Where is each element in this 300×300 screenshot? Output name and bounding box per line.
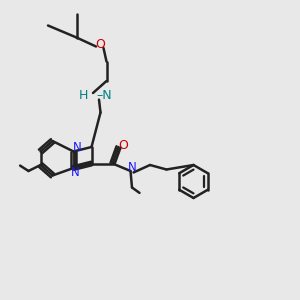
Text: N: N — [73, 141, 82, 154]
Text: H: H — [79, 89, 88, 103]
Text: N: N — [128, 161, 137, 174]
Text: N: N — [70, 166, 80, 179]
Text: –N: –N — [96, 89, 112, 103]
Text: O: O — [96, 38, 105, 52]
Text: O: O — [118, 139, 128, 152]
